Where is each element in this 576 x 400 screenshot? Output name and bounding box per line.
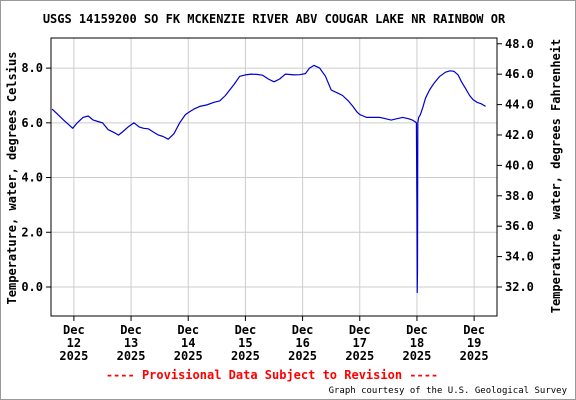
left-tick-label: 2.0 [21,225,43,239]
x-tick-label: 2025 [288,349,317,363]
usgs-credit: Graph courtesy of the U.S. Geological Su… [329,386,568,396]
right-tick-label: 48.0 [505,37,534,51]
x-tick-label: 2025 [117,349,146,363]
right-tick-label: 32.0 [505,280,534,294]
x-tick-label: Dec [406,323,428,337]
x-axis: Dec122025Dec132025Dec142025Dec152025Dec1… [59,316,489,363]
x-tick-label: 18 [410,336,424,350]
x-tick-label: 15 [238,336,252,350]
x-tick-label: Dec [463,323,485,337]
x-tick-label: 14 [181,336,195,350]
series-line [51,64,486,294]
left-tick-label: 0.0 [21,280,43,294]
x-tick-label: Dec [120,323,142,337]
x-tick-label: 19 [467,336,481,350]
x-tick-label: 12 [67,336,81,350]
right-tick-label: 42.0 [505,128,534,142]
x-tick-label: 16 [295,336,309,350]
y-axis-label-left: Temperature, water, degrees Celsius [5,52,19,305]
chart-title: USGS 14159200 SO FK MCKENZIE RIVER ABV C… [43,12,506,26]
right-tick-label: 34.0 [505,250,534,264]
x-tick-label: 2025 [174,349,203,363]
series-group [51,64,486,294]
right-tick-label: 44.0 [505,98,534,112]
right-axis: 32.0 34.0 36.0 38.0 40.0 42.0 44.0 46.0 48.0 [497,37,534,294]
plot-area [50,37,498,317]
left-axis: 0.0 2.0 4.0 6.0 8.0 [21,61,51,294]
left-tick-label: 6.0 [21,116,43,130]
x-tick-label: 17 [353,336,367,350]
right-tick-label: 46.0 [505,67,534,81]
left-tick-label: 4.0 [21,171,43,185]
x-tick-label: Dec [63,323,85,337]
x-tick-label: 13 [124,336,138,350]
right-tick-label: 40.0 [505,158,534,172]
x-tick-label: 2025 [231,349,260,363]
x-tick-label: Dec [177,323,199,337]
x-tick-label: 2025 [402,349,431,363]
grid [51,38,497,316]
y-axis-label-right: Temperature, water, degrees Fahrenheit [549,39,563,314]
x-tick-label: 2025 [460,349,489,363]
right-tick-label: 38.0 [505,189,534,203]
right-tick-label: 36.0 [505,219,534,233]
provisional-notice: ---- Provisional Data Subject to Revisio… [106,368,438,382]
x-tick-label: 2025 [59,349,88,363]
x-tick-label: 2025 [345,349,374,363]
x-tick-label: Dec [292,323,314,337]
left-tick-label: 8.0 [21,61,43,75]
x-tick-label: Dec [235,323,257,337]
x-tick-label: Dec [349,323,371,337]
